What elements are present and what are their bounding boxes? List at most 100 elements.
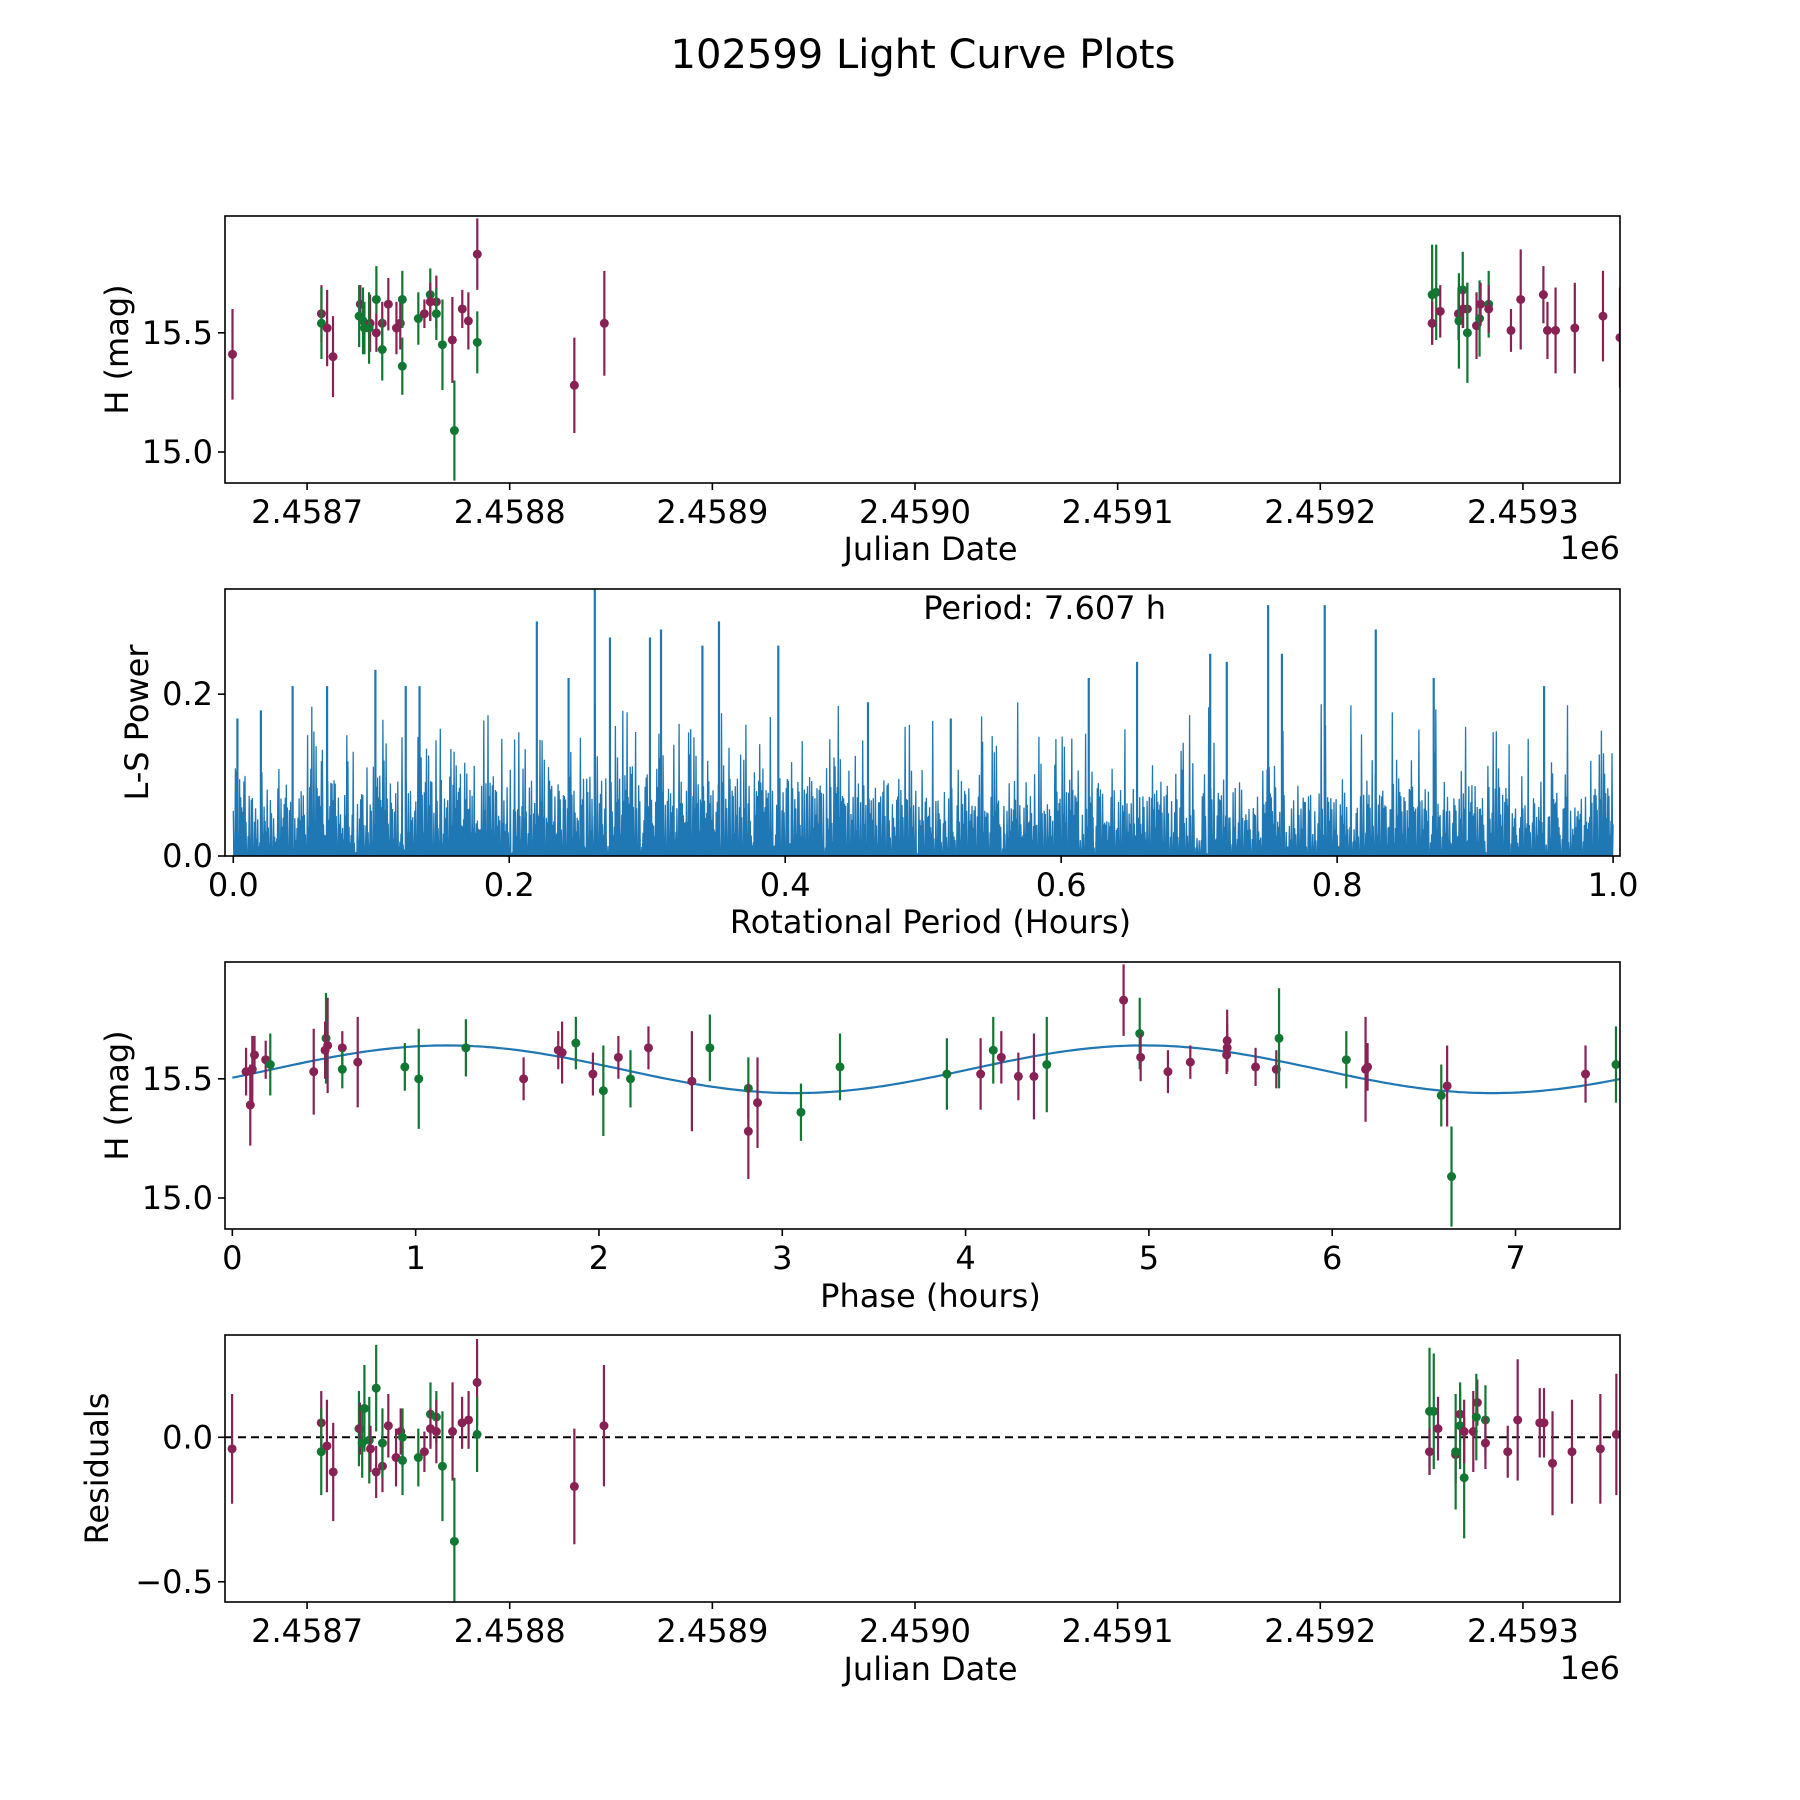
y-tick-label: −0.5	[135, 1563, 213, 1601]
data-point	[1459, 1473, 1469, 1483]
data-point	[397, 361, 407, 371]
data-point	[796, 1107, 806, 1117]
x-tick-label: 2.4591	[1062, 493, 1174, 531]
data-point	[437, 1461, 447, 1471]
x-tick-label: 1	[405, 1239, 425, 1277]
data-point	[250, 1050, 260, 1060]
y-axis-label: H (mag)	[98, 284, 136, 414]
y-axis-label: Residuals	[78, 1393, 116, 1545]
data-point	[1029, 1071, 1039, 1081]
data-point	[437, 340, 447, 350]
data-point	[322, 323, 332, 333]
data-point	[1274, 1033, 1284, 1043]
data-point	[431, 1427, 441, 1437]
data-point	[316, 1447, 326, 1457]
data-point	[398, 1455, 408, 1465]
y-tick-label: 15.5	[142, 314, 213, 352]
x-tick-label: 2.4593	[1467, 1612, 1579, 1650]
data-point	[835, 1062, 845, 1072]
phased-panel: 0 1 2 3 4 5 6 7 15.0 15.5 Phase (hours) H (mag)	[98, 961, 1621, 1315]
lightcurve-plot-area	[227, 218, 1620, 481]
data-point	[1516, 294, 1526, 304]
data-point	[309, 1067, 319, 1077]
data-point	[942, 1069, 952, 1079]
data-point	[1136, 1052, 1146, 1062]
data-point	[353, 1057, 363, 1067]
x-tick-label: 4	[955, 1239, 975, 1277]
data-point	[371, 294, 381, 304]
data-point	[613, 1052, 623, 1062]
data-point	[569, 1481, 579, 1491]
x-tick-label: 2.4587	[251, 493, 363, 531]
data-point	[1567, 1447, 1577, 1457]
data-point	[1611, 1429, 1620, 1439]
y-tick-label: 0.0	[162, 837, 213, 875]
axes-frame	[224, 215, 1621, 484]
x-tick-label: 0.2	[484, 866, 535, 904]
data-point	[1471, 1412, 1481, 1422]
data-point	[328, 1467, 338, 1477]
data-point	[1435, 306, 1445, 316]
data-point	[359, 1403, 369, 1413]
data-point	[1503, 1447, 1513, 1457]
data-point	[400, 1062, 410, 1072]
data-point	[1341, 1055, 1351, 1065]
x-tick-label: 0.0	[208, 866, 259, 904]
data-point	[753, 1098, 763, 1108]
data-point	[1251, 1062, 1261, 1072]
data-point	[1476, 299, 1486, 309]
x-tick-label: 2.4589	[656, 1612, 768, 1650]
data-point	[1570, 323, 1580, 333]
data-point	[419, 309, 429, 319]
data-point	[449, 1536, 459, 1546]
data-point	[1013, 1071, 1023, 1081]
periodogram-plot-area	[232, 589, 1614, 856]
x-axis-label: Julian Date	[841, 1650, 1017, 1688]
data-point	[598, 1086, 608, 1096]
data-point	[377, 345, 387, 354]
data-point	[1611, 1060, 1620, 1070]
data-point	[337, 1064, 347, 1074]
y-axis-label: L-S Power	[118, 644, 156, 801]
lightcurve-panel: 2.4587 2.4588 2.4589 2.4590 2.4591 2.4592 2.45…	[98, 215, 1621, 568]
data-point	[1222, 1050, 1232, 1060]
x-tick-label: 0.4	[760, 866, 811, 904]
data-point	[1581, 1069, 1591, 1079]
data-point	[519, 1074, 529, 1084]
axes-frame	[224, 1334, 1621, 1603]
data-point	[472, 337, 482, 347]
data-point	[588, 1069, 598, 1079]
data-point	[1163, 1067, 1173, 1077]
data-point	[337, 1043, 347, 1053]
y-tick-label: 15.0	[142, 433, 213, 471]
x-axis-label: Rotational Period (Hours)	[730, 903, 1131, 941]
data-point	[599, 318, 609, 328]
data-point	[265, 1060, 275, 1070]
y-tick-label: 0.0	[162, 1418, 213, 1456]
data-point	[383, 299, 393, 309]
data-point	[599, 1421, 609, 1431]
x-tick-label: 0.8	[1312, 866, 1363, 904]
data-point	[364, 1435, 374, 1445]
data-point	[323, 1040, 333, 1050]
data-point	[371, 328, 381, 338]
x-offset-label: 1e6	[1560, 1649, 1620, 1687]
data-point	[1538, 290, 1548, 300]
x-tick-label: 1.0	[1588, 866, 1639, 904]
data-point	[1427, 318, 1437, 328]
x-tick-label: 0	[222, 1239, 242, 1277]
data-point	[1598, 311, 1608, 321]
data-point	[431, 309, 441, 319]
data-point	[371, 1467, 381, 1477]
period-annotation: Period: 7.607 h	[923, 589, 1166, 627]
data-point	[395, 318, 405, 328]
x-tick-label: 2.4587	[251, 1612, 363, 1650]
data-point	[1425, 1447, 1435, 1457]
data-point	[322, 1441, 332, 1451]
data-point	[1431, 287, 1441, 297]
data-point	[1551, 325, 1561, 335]
data-point	[705, 1043, 715, 1053]
data-point	[365, 1444, 375, 1454]
x-offset-label: 1e6	[1560, 529, 1620, 567]
